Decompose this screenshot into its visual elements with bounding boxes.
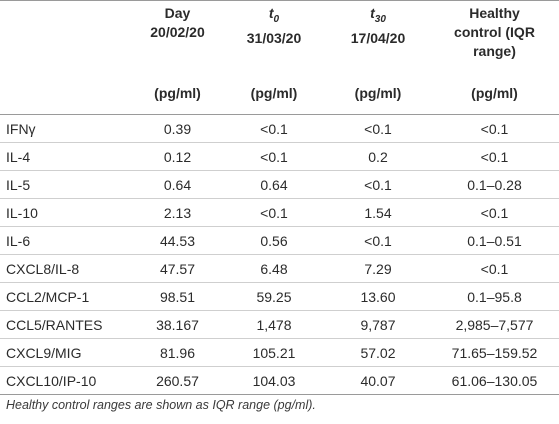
- table-cell: 44.53: [133, 226, 222, 255]
- header-day-date: 20/02/20: [150, 24, 205, 40]
- table-cell: 9,787: [326, 310, 430, 339]
- unit-healthy-control: (pg/ml): [471, 85, 518, 101]
- row-label: CXCL8/IL-8: [0, 254, 133, 283]
- table-cell: 6.48: [222, 254, 326, 283]
- table-cell: 47.57: [133, 254, 222, 283]
- row-label: IL-10: [0, 198, 133, 227]
- table-footnote: Healthy control ranges are shown as IQR …: [6, 398, 316, 412]
- header-healthy-control: Healthy control (IQR range): [430, 1, 559, 84]
- table-row: IL-10 2.13 <0.1 1.54 <0.1: [0, 198, 559, 227]
- table-cell: 1.54: [326, 198, 430, 227]
- header-t30: t30 17/04/20: [326, 1, 430, 84]
- table-cell: 260.57: [133, 366, 222, 395]
- table-row: IFNγ 0.39 <0.1 <0.1 <0.1: [0, 114, 559, 143]
- row-label: CXCL9/MIG: [0, 338, 133, 367]
- table-cell: <0.1: [326, 114, 430, 143]
- unit-blank: [0, 84, 133, 115]
- table-cell: <0.1: [430, 198, 559, 227]
- row-label: IL-4: [0, 142, 133, 171]
- header-t0-date: 31/03/20: [246, 29, 302, 46]
- table-cell: 57.02: [326, 338, 430, 367]
- table-cell: <0.1: [222, 142, 326, 171]
- header-blank: [0, 1, 133, 84]
- table-cell: 2,985–7,577: [430, 310, 559, 339]
- table-cell: <0.1: [222, 114, 326, 143]
- row-label: IFNγ: [0, 114, 133, 143]
- table-row: CCL2/MCP-1 98.51 59.25 13.60 0.1–95.8: [0, 282, 559, 311]
- table-row: CXCL8/IL-8 47.57 6.48 7.29 <0.1: [0, 254, 559, 283]
- table-row: CXCL10/IP-10 260.57 104.03 40.07 61.06–130.0…: [0, 366, 559, 395]
- table-cell: 0.64: [133, 170, 222, 199]
- table-cell: 0.1–0.51: [430, 226, 559, 255]
- header-row: Day 20/02/20 t0 31/03/20 t30 17/04/20 He…: [0, 1, 559, 84]
- table-cell: 7.29: [326, 254, 430, 283]
- row-label: CCL2/MCP-1: [0, 282, 133, 311]
- table-cell: <0.1: [430, 114, 559, 143]
- table-row: IL-5 0.64 0.64 <0.1 0.1–0.28: [0, 170, 559, 199]
- header-healthy-line1: Healthy: [469, 5, 520, 21]
- unit-day: (pg/ml): [154, 85, 201, 101]
- table-cell: <0.1: [326, 170, 430, 199]
- table-cell: <0.1: [222, 198, 326, 227]
- top-rule: [0, 0, 559, 1]
- table-row: IL-6 44.53 0.56 <0.1 0.1–0.51: [0, 226, 559, 255]
- table-row: CXCL9/MIG 81.96 105.21 57.02 71.65–159.52: [0, 338, 559, 367]
- header-t30-symbol: t30: [370, 5, 386, 25]
- header-t0-symbol: t0: [268, 5, 280, 25]
- table-cell: 105.21: [222, 338, 326, 367]
- table-cell: 0.64: [222, 170, 326, 199]
- header-day: Day 20/02/20: [133, 1, 222, 84]
- table-cell: 40.07: [326, 366, 430, 395]
- table-cell: 59.25: [222, 282, 326, 311]
- header-healthy-line2: control (IQR: [454, 24, 535, 40]
- table-cell: 61.06–130.05: [430, 366, 559, 395]
- row-label: CCL5/RANTES: [0, 310, 133, 339]
- header-day-title: Day: [164, 5, 191, 21]
- table-row: CCL5/RANTES 38.167 1,478 9,787 2,985–7,577: [0, 310, 559, 339]
- table-cell: 0.1–0.28: [430, 170, 559, 199]
- table-body: IFNγ 0.39 <0.1 <0.1 <0.1 IL-4 0.12 <0.1 0.2 <0.1 I…: [0, 114, 559, 395]
- table-cell: 0.39: [133, 114, 222, 143]
- cytokine-table: Day 20/02/20 t0 31/03/20 t30 17/04/20 He…: [0, 0, 559, 395]
- row-label: IL-5: [0, 170, 133, 199]
- table-cell: 0.1–95.8: [430, 282, 559, 311]
- row-label: IL-6: [0, 226, 133, 255]
- table-cell: 0.12: [133, 142, 222, 171]
- table-cell: <0.1: [430, 254, 559, 283]
- table-cell: <0.1: [430, 142, 559, 171]
- row-label: CXCL10/IP-10: [0, 366, 133, 395]
- table-cell: <0.1: [326, 226, 430, 255]
- table-cell: 104.03: [222, 366, 326, 395]
- table-cell: 38.167: [133, 310, 222, 339]
- header-healthy-line3: range): [473, 43, 516, 59]
- unit-t0: (pg/ml): [250, 85, 298, 101]
- table-cell: 2.13: [133, 198, 222, 227]
- unit-t30: (pg/ml): [354, 85, 402, 101]
- table-row: IL-4 0.12 <0.1 0.2 <0.1: [0, 142, 559, 171]
- header-t30-date: 17/04/20: [350, 29, 406, 46]
- table-cell: 0.2: [326, 142, 430, 171]
- table-cell: 81.96: [133, 338, 222, 367]
- table-cell: 98.51: [133, 282, 222, 311]
- cytokine-table-container: Day 20/02/20 t0 31/03/20 t30 17/04/20 He…: [0, 0, 559, 395]
- table-cell: 71.65–159.52: [430, 338, 559, 367]
- header-t0: t0 31/03/20: [222, 1, 326, 84]
- unit-row: (pg/ml) (pg/ml) (pg/ml) (pg/ml): [0, 84, 559, 115]
- table-cell: 0.56: [222, 226, 326, 255]
- table-cell: 13.60: [326, 282, 430, 311]
- table-cell: 1,478: [222, 310, 326, 339]
